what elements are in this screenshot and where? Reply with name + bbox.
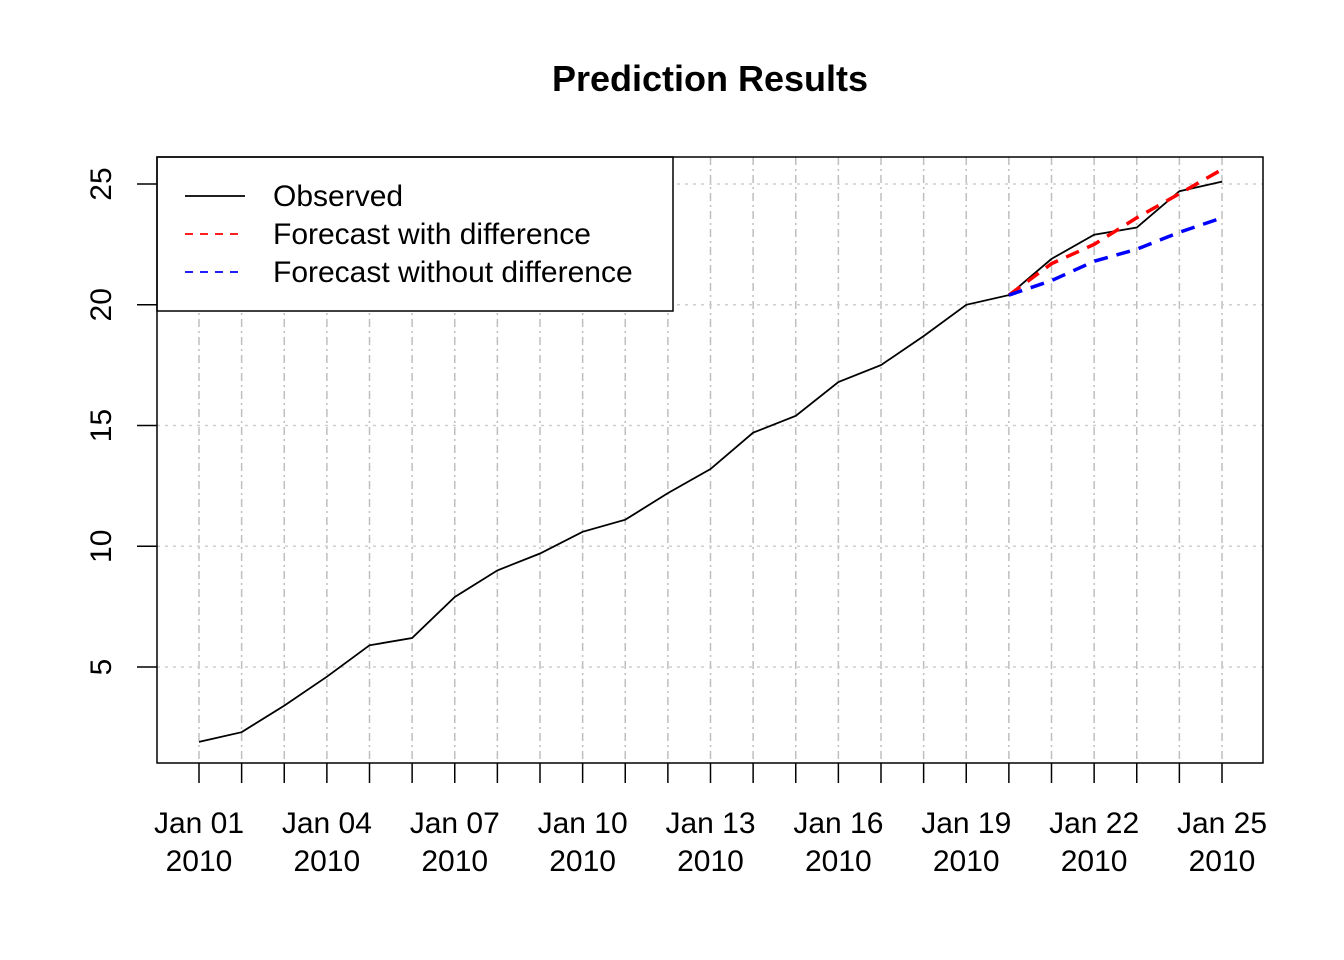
x-tick-label-year: 2010: [549, 845, 616, 878]
x-tick-label-year: 2010: [166, 845, 233, 878]
legend-label: Observed: [273, 180, 403, 213]
x-tick-label-year: 2010: [677, 845, 744, 878]
axes: 5 10 15 20 25 Jan 01 2010 Jan 04 2010 Jan 07 2010 J…: [85, 167, 1267, 878]
y-tick-label: 20: [85, 288, 118, 321]
x-tick-label: Jan 19: [921, 807, 1011, 840]
series-line-2: [1008, 216, 1223, 297]
y-tick-label: 15: [85, 409, 118, 442]
legend-box: [156, 156, 674, 312]
x-tick-label: Jan 13: [665, 807, 755, 840]
x-tick-label-year: 2010: [1061, 845, 1128, 878]
legend-label: Forecast with difference: [273, 218, 591, 251]
x-tick-label-year: 2010: [421, 845, 488, 878]
x-tick-label-year: 2010: [933, 845, 1000, 878]
x-tick-label: Jan 01: [154, 807, 244, 840]
series-line-1: [1007, 167, 1223, 297]
x-tick-label: Jan 04: [282, 807, 372, 840]
y-tick-label: 10: [85, 530, 118, 563]
legend-label: Forecast without difference: [273, 256, 633, 289]
y-tick-label: 25: [85, 167, 118, 200]
x-tick-label: Jan 25: [1177, 807, 1267, 840]
x-tick-label-year: 2010: [1189, 845, 1256, 878]
x-tick-label: Jan 16: [793, 807, 883, 840]
legend: Observed Forecast with difference Forecast…: [156, 156, 674, 312]
chart-title: Prediction Results: [551, 58, 869, 99]
x-tick-label: Jan 10: [538, 807, 628, 840]
y-tick-label: 5: [85, 659, 118, 676]
x-tick-label: Jan 22: [1049, 807, 1139, 840]
x-tick-label-year: 2010: [805, 845, 872, 878]
grid: [157, 157, 1263, 763]
x-tick-label: Jan 07: [410, 807, 500, 840]
x-tick-label-year: 2010: [294, 845, 361, 878]
series-lines: [198, 167, 1223, 743]
